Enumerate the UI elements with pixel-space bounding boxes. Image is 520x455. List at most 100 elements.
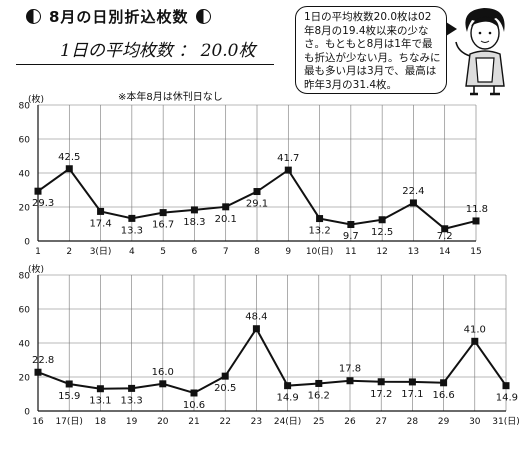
y-axis-label: (枚) xyxy=(28,93,44,105)
data-label: 12.5 xyxy=(371,227,393,238)
data-point xyxy=(316,215,324,223)
speech-bubble: 1日の平均枚数20.0枚は02年8月の19.4枚以来の少なさ。もともと8月は1年… xyxy=(295,6,447,94)
data-point xyxy=(34,368,42,376)
y-tick-label: 20 xyxy=(19,374,31,384)
data-label: 15.9 xyxy=(58,391,80,402)
x-tick-label: 25 xyxy=(313,417,324,427)
woman-illustration xyxy=(455,8,505,96)
x-tick-label: 14 xyxy=(439,247,451,257)
data-point xyxy=(221,372,229,380)
x-tick-label: 7 xyxy=(223,247,229,257)
data-point xyxy=(34,187,42,195)
data-point xyxy=(159,380,167,388)
data-label: 16.7 xyxy=(152,220,174,231)
x-tick-label: 31(日) xyxy=(492,416,519,427)
x-tick-label: 9 xyxy=(285,247,291,257)
data-label: 11.8 xyxy=(466,204,488,215)
chart-title: 8月の日別折込枚数 xyxy=(18,6,219,27)
data-point xyxy=(128,214,136,222)
data-label: 22.8 xyxy=(32,355,54,366)
data-label: 13.2 xyxy=(308,226,330,237)
data-point xyxy=(284,166,292,174)
x-tick-label: 12 xyxy=(376,247,387,257)
y-tick-label: 40 xyxy=(19,340,31,350)
data-label: 7.2 xyxy=(437,231,453,242)
x-tick-label: 20 xyxy=(157,417,169,427)
data-point xyxy=(315,379,323,387)
x-tick-label: 17(日) xyxy=(55,416,82,427)
data-label: 16.0 xyxy=(152,367,174,378)
y-axis-label: (枚) xyxy=(28,263,44,275)
data-label: 42.5 xyxy=(58,152,80,163)
data-point xyxy=(346,377,354,385)
data-point xyxy=(190,389,198,397)
data-point xyxy=(378,216,386,224)
x-tick-label: 6 xyxy=(192,247,198,257)
x-tick-label: 8 xyxy=(254,247,260,257)
data-point xyxy=(128,384,136,392)
x-tick-label: 16 xyxy=(32,417,44,427)
x-tick-label: 29 xyxy=(438,417,450,427)
y-tick-label: 60 xyxy=(19,136,31,146)
x-tick-label: 30 xyxy=(469,417,481,427)
x-tick-label: 15 xyxy=(470,247,481,257)
y-tick-label: 20 xyxy=(19,204,31,214)
chart-note: ※本年8月は休刊日なし xyxy=(118,92,223,103)
data-point xyxy=(409,199,417,207)
x-tick-label: 11 xyxy=(345,247,356,257)
x-tick-label: 5 xyxy=(160,247,166,257)
data-point xyxy=(190,206,198,214)
x-tick-label: 21 xyxy=(188,417,199,427)
y-tick-label: 80 xyxy=(19,272,31,282)
x-tick-label: 24(日) xyxy=(274,416,301,427)
data-point xyxy=(65,165,73,173)
yin-yang-icon xyxy=(26,9,41,24)
data-point xyxy=(408,378,416,386)
data-point xyxy=(441,225,449,233)
data-label: 14.9 xyxy=(276,393,298,404)
data-point xyxy=(96,385,104,393)
data-label: 10.6 xyxy=(183,400,205,411)
data-label: 14.9 xyxy=(496,393,518,404)
data-label: 41.0 xyxy=(464,324,486,335)
data-label: 29.3 xyxy=(32,198,54,209)
x-tick-label: 27 xyxy=(375,417,386,427)
data-point xyxy=(222,203,230,211)
data-label: 13.3 xyxy=(121,225,143,236)
data-label: 9.7 xyxy=(343,231,359,242)
x-tick-label: 4 xyxy=(129,247,135,257)
data-label: 18.3 xyxy=(183,217,205,228)
data-label: 13.3 xyxy=(120,395,142,406)
headline-underline xyxy=(16,64,274,65)
x-tick-label: 26 xyxy=(344,417,356,427)
x-tick-label: 1 xyxy=(35,247,41,257)
data-label: 16.2 xyxy=(308,390,330,401)
data-label: 22.4 xyxy=(402,186,424,197)
data-label: 17.8 xyxy=(339,364,361,375)
data-label: 17.2 xyxy=(370,389,392,400)
y-tick-label: 0 xyxy=(24,408,30,418)
data-point xyxy=(97,207,105,215)
data-label: 13.1 xyxy=(89,396,111,407)
data-label: 17.4 xyxy=(89,218,111,229)
speech-bubble-tail xyxy=(446,22,457,36)
data-label: 17.1 xyxy=(401,389,423,400)
y-tick-label: 80 xyxy=(19,102,31,112)
data-label: 48.4 xyxy=(245,312,267,323)
data-point xyxy=(377,378,385,386)
y-tick-label: 0 xyxy=(24,238,30,248)
data-label: 20.1 xyxy=(215,214,237,225)
x-tick-label: 3(日) xyxy=(90,246,112,257)
x-tick-label: 10(日) xyxy=(306,246,333,257)
data-point xyxy=(472,217,480,225)
x-tick-label: 28 xyxy=(407,417,419,427)
x-tick-label: 23 xyxy=(251,417,262,427)
average-headline: 1日の平均枚数 ： 20.0枚 xyxy=(60,41,256,61)
yin-yang-icon xyxy=(196,9,212,24)
data-point xyxy=(502,382,510,390)
data-point xyxy=(252,325,260,333)
data-label: 20.5 xyxy=(214,383,236,394)
data-point xyxy=(65,380,73,388)
